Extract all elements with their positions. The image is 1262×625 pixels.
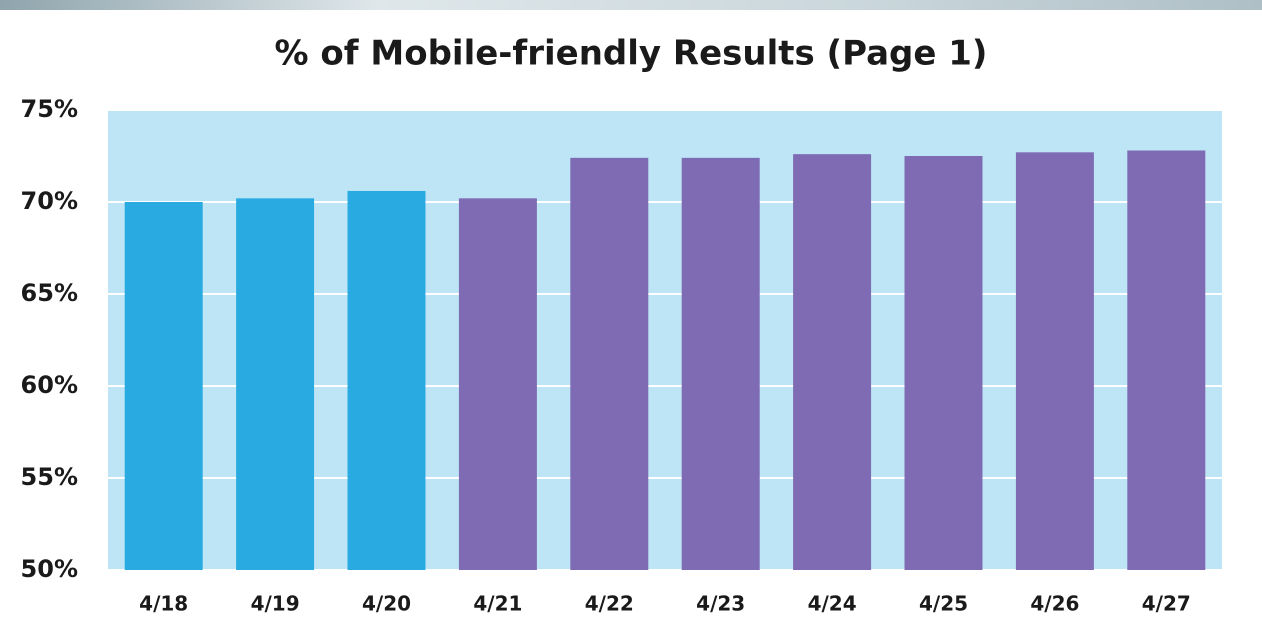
- bar: [124, 202, 203, 570]
- bar: [793, 154, 872, 570]
- x-tick-label: 4/22: [585, 592, 634, 616]
- bar: [570, 157, 649, 570]
- bar: [904, 156, 983, 570]
- x-tick-label: 4/26: [1030, 592, 1079, 616]
- chart-title: % of Mobile-friendly Results (Page 1): [275, 34, 988, 74]
- y-tick-label: 60%: [21, 371, 78, 399]
- y-tick-label: 65%: [21, 279, 78, 307]
- header-band: [0, 0, 1262, 10]
- x-tick-label: 4/20: [362, 592, 411, 616]
- y-tick-label: 50%: [21, 555, 78, 583]
- y-tick-label: 55%: [21, 463, 78, 491]
- bar: [1015, 152, 1094, 570]
- y-tick-label: 75%: [21, 95, 78, 123]
- x-tick-label: 4/24: [808, 592, 857, 616]
- x-tick-label: 4/23: [696, 592, 745, 616]
- bar: [347, 190, 426, 570]
- x-tick-label: 4/18: [139, 592, 188, 616]
- bar: [1127, 150, 1206, 571]
- x-tick-label: 4/25: [919, 592, 968, 616]
- bar: [236, 198, 315, 570]
- bar: [458, 198, 537, 570]
- y-tick-label: 70%: [21, 187, 78, 215]
- bar: [681, 157, 760, 570]
- x-tick-label: 4/19: [251, 592, 300, 616]
- x-tick-label: 4/21: [473, 592, 522, 616]
- x-tick-label: 4/27: [1142, 592, 1191, 616]
